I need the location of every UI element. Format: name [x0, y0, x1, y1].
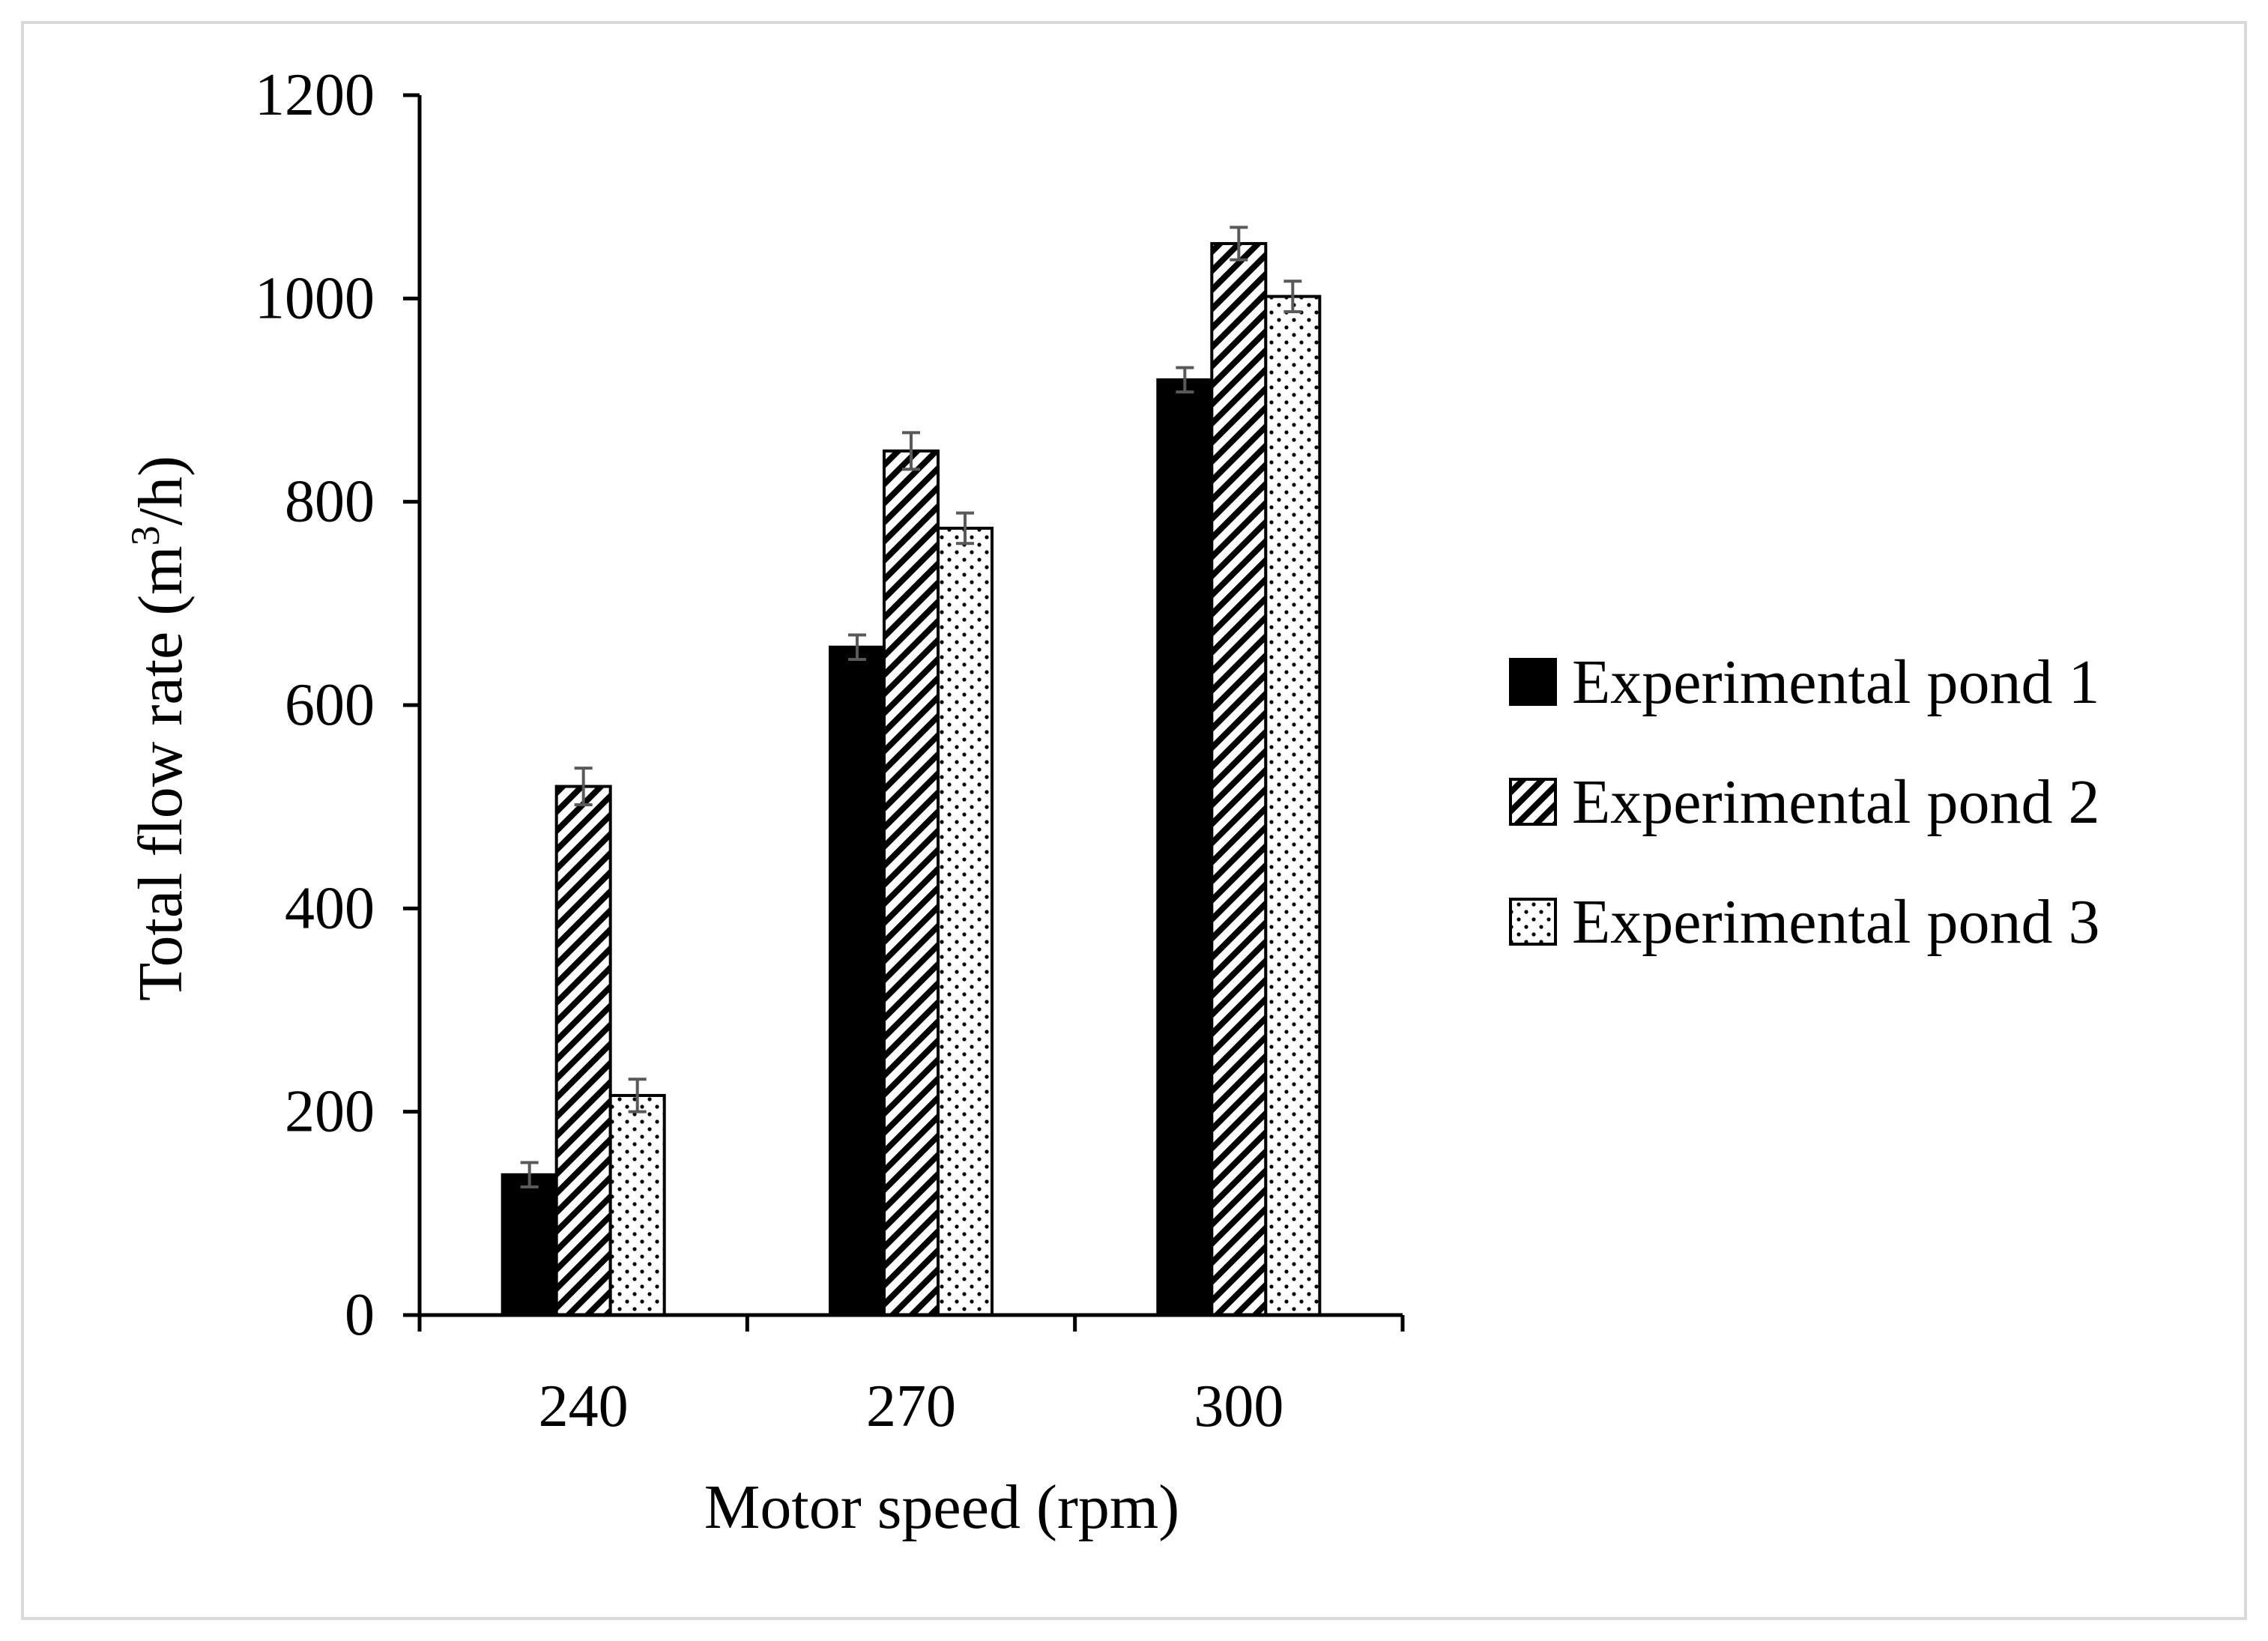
- bar-270-pond-3: [937, 526, 994, 1317]
- legend-swatch-pond-2: [1509, 778, 1557, 826]
- y-tick-label-600: 600: [285, 672, 375, 738]
- y-axis-title-superscript: 3: [123, 525, 168, 546]
- y-tick-label-1200: 1200: [255, 62, 375, 128]
- y-axis-title: Total flow rate (m3/h): [123, 456, 196, 1001]
- legend-swatch-pond-3: [1509, 898, 1557, 946]
- x-tick-label-270: 270: [866, 1373, 956, 1439]
- x-tick-label-300: 300: [1194, 1373, 1283, 1439]
- legend-swatch-pond-1: [1509, 658, 1557, 706]
- legend-label-pond-3: Experimental pond 3: [1572, 887, 2099, 957]
- chart-frame: 0 200 400 600 800 1000 1200 240 270 300 Experimen…: [21, 21, 2247, 1620]
- y-tick-label-800: 800: [285, 469, 375, 535]
- bar-270-pond-1: [829, 645, 886, 1317]
- y-axis-title-main: Total flow rate (m: [126, 546, 196, 1001]
- legend: Experimental pond 1 Experimental pond 2 Ex…: [1509, 647, 2099, 957]
- bar-270-pond-2: [883, 449, 940, 1317]
- x-axis-title: Motor speed (rpm): [704, 1472, 1180, 1542]
- bar-300-pond-3: [1264, 294, 1322, 1317]
- bar-chart: 0 200 400 600 800 1000 1200 240 270 300 Experimen…: [123, 62, 2099, 1542]
- y-axis-title-tail: /h): [126, 456, 196, 525]
- bar-300-pond-2: [1210, 242, 1268, 1317]
- axes: 0 200 400 600 800 1000 1200 240 270 300: [255, 62, 1405, 1439]
- y-tick-label-200: 200: [285, 1079, 375, 1145]
- bar-240-pond-1: [501, 1173, 558, 1317]
- y-tick-label-400: 400: [285, 875, 375, 941]
- bar-240-pond-3: [608, 1093, 666, 1317]
- x-tick-label-240: 240: [539, 1373, 629, 1439]
- y-tick-label-0: 0: [345, 1282, 375, 1348]
- legend-label-pond-2: Experimental pond 2: [1572, 767, 2099, 837]
- bar-240-pond-2: [554, 785, 612, 1317]
- y-tick-label-1000: 1000: [255, 265, 375, 331]
- legend-label-pond-1: Experimental pond 1: [1572, 647, 2099, 717]
- bar-300-pond-1: [1156, 378, 1214, 1317]
- plot-area: [501, 226, 1322, 1317]
